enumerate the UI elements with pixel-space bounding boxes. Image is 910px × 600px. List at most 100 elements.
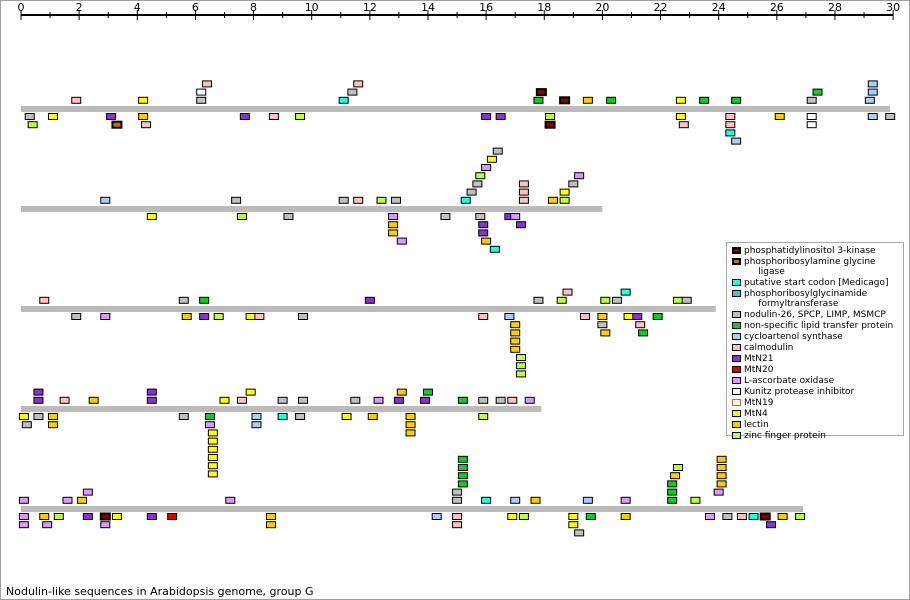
- gene-marker: [585, 513, 596, 520]
- figure-caption: Nodulin-like sequences in Arabidopsis ge…: [6, 585, 314, 598]
- gene-marker: [478, 313, 489, 320]
- gene-marker: [562, 288, 573, 296]
- gene-marker: [33, 396, 44, 404]
- gene-marker: [486, 155, 497, 163]
- gene-marker: [277, 396, 288, 404]
- legend-label: MtN19: [744, 398, 774, 408]
- gene-marker: [518, 513, 529, 520]
- legend-swatch: [732, 355, 741, 362]
- gene-marker: [457, 455, 468, 463]
- gene-marker: [518, 180, 529, 188]
- axis-tick-label: 4: [134, 1, 141, 14]
- gene-marker: [452, 496, 463, 504]
- gene-marker: [774, 113, 785, 120]
- legend-item: putative start codon [Medicago]: [731, 278, 903, 288]
- gene-marker: [391, 196, 402, 204]
- gene-marker: [457, 472, 468, 480]
- gene-marker: [545, 113, 556, 120]
- gene-marker: [524, 396, 535, 404]
- gene-marker: [178, 413, 189, 420]
- gene-marker: [111, 120, 123, 129]
- axis-tick-label: 24: [712, 1, 726, 14]
- gene-marker: [431, 513, 442, 520]
- axis-tick-label: 8: [250, 1, 257, 14]
- gene-marker: [507, 513, 518, 520]
- gene-marker: [207, 470, 218, 478]
- legend-label: cycloartenol synthase: [744, 332, 843, 342]
- gene-marker: [582, 496, 593, 504]
- gene-marker: [39, 296, 50, 304]
- axis-tick-label: 22: [654, 1, 668, 14]
- gene-marker: [766, 521, 777, 529]
- gene-marker: [510, 321, 521, 329]
- gene-marker: [713, 488, 724, 496]
- gene-marker: [213, 313, 224, 320]
- legend-item: nodulin-26, SPCP, LIMP, MSMCP: [731, 310, 903, 320]
- legend-item: MtN19: [731, 398, 903, 408]
- gene-marker: [492, 147, 503, 155]
- legend-label: MtN21: [744, 354, 774, 364]
- gene-marker: [457, 464, 468, 471]
- legend-swatch: [732, 322, 741, 329]
- gene-marker: [254, 313, 265, 320]
- gene-marker: [146, 388, 157, 396]
- gene-marker: [516, 354, 527, 361]
- gene-marker: [373, 396, 384, 404]
- legend-item: Kunitz protease inhibitor: [731, 387, 903, 397]
- gene-marker: [347, 88, 358, 96]
- legend-swatch: [732, 333, 741, 340]
- gene-marker: [199, 313, 210, 320]
- gene-marker: [420, 396, 431, 404]
- gene-marker: [725, 113, 736, 120]
- gene-marker: [452, 521, 463, 529]
- gene-marker: [597, 313, 608, 320]
- gene-marker: [59, 396, 70, 404]
- gene-marker: [18, 413, 29, 420]
- gene-marker: [795, 513, 806, 520]
- gene-marker: [478, 221, 489, 229]
- gene-marker: [364, 296, 375, 304]
- gene-marker: [681, 296, 692, 304]
- gene-marker: [53, 513, 64, 520]
- legend-swatch: [732, 388, 741, 395]
- gene-marker: [47, 413, 58, 420]
- gene-marker: [748, 513, 759, 520]
- gene-marker: [559, 96, 571, 105]
- legend-swatch: [732, 258, 741, 265]
- chromosome-bar: [21, 106, 891, 112]
- gene-marker: [236, 396, 247, 404]
- gene-marker: [82, 513, 93, 520]
- legend-label: nodulin-26, SPCP, LIMP, MSMCP: [744, 310, 886, 320]
- legend-label: lectin: [744, 420, 769, 430]
- gene-marker: [452, 513, 463, 520]
- gene-marker: [716, 472, 727, 480]
- gene-marker: [24, 113, 35, 120]
- gene-marker: [510, 496, 521, 504]
- gene-marker: [100, 196, 111, 204]
- gene-marker: [77, 496, 88, 504]
- gene-marker: [367, 413, 378, 420]
- gene-marker: [547, 196, 558, 204]
- gene-marker: [138, 113, 149, 120]
- gene-marker: [867, 80, 878, 88]
- gene-marker: [245, 388, 256, 396]
- gene-marker: [635, 321, 646, 329]
- gene-marker: [388, 213, 399, 220]
- gene-marker: [475, 172, 486, 180]
- gene-marker: [600, 296, 611, 304]
- legend-item: cycloartenol synthase: [731, 332, 903, 342]
- gene-marker: [759, 512, 771, 521]
- gene-marker: [864, 96, 875, 104]
- gene-marker: [475, 213, 486, 220]
- gene-marker: [495, 396, 506, 404]
- gene-marker: [579, 313, 590, 320]
- gene-marker: [533, 96, 544, 104]
- gene-marker: [510, 345, 521, 353]
- gene-marker: [82, 488, 93, 496]
- chromosome-bar: [21, 206, 603, 212]
- gene-marker: [495, 113, 506, 120]
- gene-marker: [338, 96, 349, 104]
- gene-marker: [518, 196, 529, 204]
- gene-marker: [516, 362, 527, 370]
